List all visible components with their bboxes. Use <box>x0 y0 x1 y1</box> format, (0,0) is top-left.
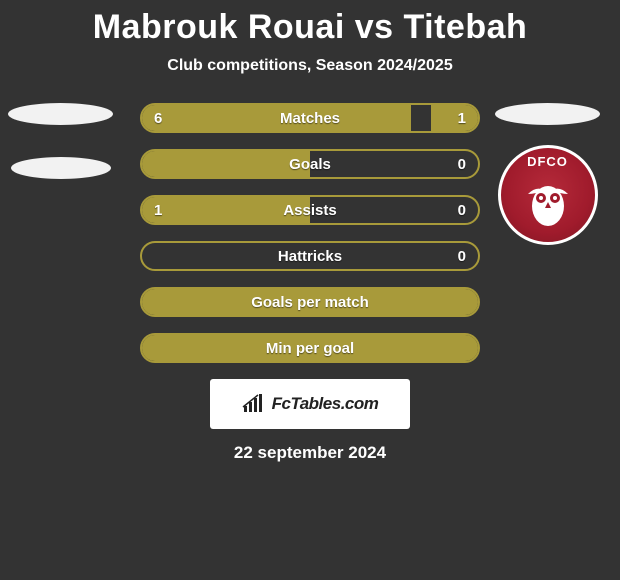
bar-label: Matches <box>142 105 478 131</box>
date-text: 22 september 2024 <box>0 443 620 463</box>
page-title: Mabrouk Rouai vs Titebah <box>0 0 620 47</box>
bar-value-right: 1 <box>458 105 466 131</box>
bar-label: Goals <box>142 151 478 177</box>
bar-row: Matches6 1 <box>140 103 480 133</box>
bar-value-left: 6 <box>154 105 162 131</box>
bar-label: Goals per match <box>142 289 478 315</box>
bar-label: Assists <box>142 197 478 223</box>
bar-row: Goals0 <box>140 149 480 179</box>
bar-row: Hattricks0 <box>140 241 480 271</box>
owl-icon <box>518 172 578 232</box>
bar-row: Min per goal <box>140 333 480 363</box>
player-left-column <box>8 103 113 179</box>
player-left-avatar <box>8 103 113 125</box>
player-right-avatar <box>495 103 600 125</box>
bar-row: Goals per match <box>140 287 480 317</box>
player-left-club-logo <box>11 157 111 179</box>
player-right-column <box>495 103 600 245</box>
chart-icon <box>242 394 266 414</box>
watermark-text: FcTables.com <box>272 394 379 414</box>
comparison-bars: Matches61Goals0Assists10Hattricks0Goals … <box>140 103 480 363</box>
bar-label: Hattricks <box>142 243 478 269</box>
chart-area: Matches61Goals0Assists10Hattricks0Goals … <box>0 103 620 363</box>
bar-value-right: 0 <box>458 197 466 223</box>
watermark: FcTables.com <box>210 379 410 429</box>
bar-label: Min per goal <box>142 335 478 361</box>
player-right-club-logo <box>498 145 598 245</box>
bar-value-right: 0 <box>458 151 466 177</box>
bar-value-left: 1 <box>154 197 162 223</box>
bar-value-right: 0 <box>458 243 466 269</box>
bar-row: Assists1 0 <box>140 195 480 225</box>
subtitle: Club competitions, Season 2024/2025 <box>0 57 620 75</box>
